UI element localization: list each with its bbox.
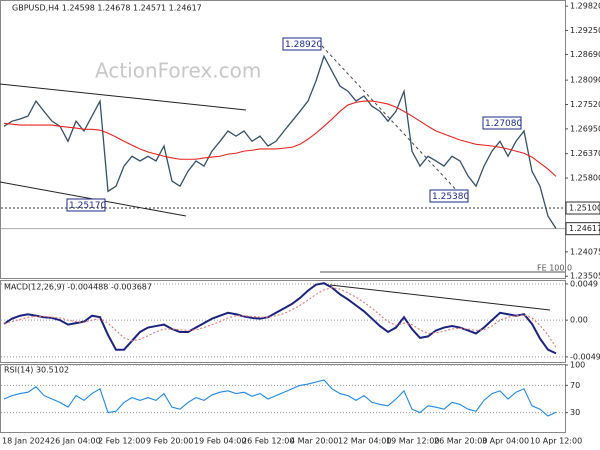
x-tick-label: 26 Mar 20:00 — [434, 437, 487, 446]
x-tick-label: 10 Apr 12:00 — [530, 437, 582, 446]
y-tick-label: 1.26950 — [570, 124, 600, 133]
y-tick-label: 1.29820 — [570, 2, 600, 11]
series-line — [3, 54, 557, 229]
price-panel — [0, 0, 566, 279]
level-label: 1.24617 — [569, 224, 600, 233]
channel-line — [0, 83, 247, 111]
y-tick-label: 1.28690 — [570, 50, 600, 59]
y-tick-label: 1.27520 — [570, 100, 600, 109]
series-line — [3, 282, 557, 355]
y-tick-label: 1.23505 — [570, 272, 600, 281]
annotation: 1.28920 — [285, 40, 322, 50]
macd-trendline — [329, 284, 551, 311]
y-tick-label: 1.24075 — [570, 247, 600, 256]
macd-title: MACD(12,26,9) -0.004488 -0.003687 — [4, 283, 152, 292]
x-tick-label: 12 Mar 04:00 — [338, 437, 391, 446]
macd-panel — [0, 280, 566, 363]
y-tick-label: -0.004978 — [570, 352, 600, 361]
x-tick-label: 3 Apr 04:00 — [482, 437, 529, 446]
annotation-box — [282, 37, 322, 51]
y-tick-label: 0.00 — [570, 316, 588, 325]
x-tick-label: 18 Jan 2024 — [2, 437, 50, 446]
rsi-panel — [0, 364, 566, 433]
x-tick-label: 19 Mar 12:00 — [386, 437, 439, 446]
x-tick-label: 4 Mar 20:00 — [290, 437, 338, 446]
annotation-box — [429, 189, 469, 203]
y-tick-label: 100 — [570, 361, 585, 370]
fe-projection — [321, 45, 461, 195]
y-tick-label: 1.28090 — [570, 76, 600, 85]
level-box — [565, 201, 600, 215]
annotation-box — [482, 116, 522, 130]
level-box — [565, 222, 600, 236]
annotation: 1.27080 — [485, 119, 522, 129]
annotation: FE 100.0 — [537, 264, 572, 273]
y-tick-label: 1.25800 — [570, 174, 600, 183]
series-line — [3, 379, 557, 417]
series-line — [3, 100, 557, 177]
y-tick-label: 70 — [570, 381, 580, 390]
rsi-title: RSI(14) 30.5102 — [4, 366, 69, 375]
y-tick-label: 0.0049 — [570, 279, 598, 288]
y-tick-label: 30 — [570, 408, 580, 417]
watermark: ActionForex.com — [95, 59, 261, 83]
x-tick-label: 26 Feb 12:00 — [242, 437, 294, 446]
x-tick-label: 26 Jan 04:00 — [50, 437, 101, 446]
y-tick-label: 1.26370 — [570, 149, 600, 158]
x-tick-label: 19 Feb 04:00 — [194, 437, 246, 446]
series-line — [3, 287, 557, 348]
annotation-box — [66, 198, 106, 212]
y-tick-label: 1.29250 — [570, 26, 600, 35]
x-tick-label: 2 Feb 12:00 — [98, 437, 145, 446]
level-label: 1.25100 — [569, 204, 600, 213]
annotation: 1.25380 — [432, 192, 469, 202]
x-tick-label: 9 Feb 20:00 — [146, 437, 193, 446]
chart-title: GBPUSD,H4 1.24598 1.24678 1.24571 1.2461… — [12, 4, 202, 13]
annotation: 1.25170 — [69, 201, 106, 211]
